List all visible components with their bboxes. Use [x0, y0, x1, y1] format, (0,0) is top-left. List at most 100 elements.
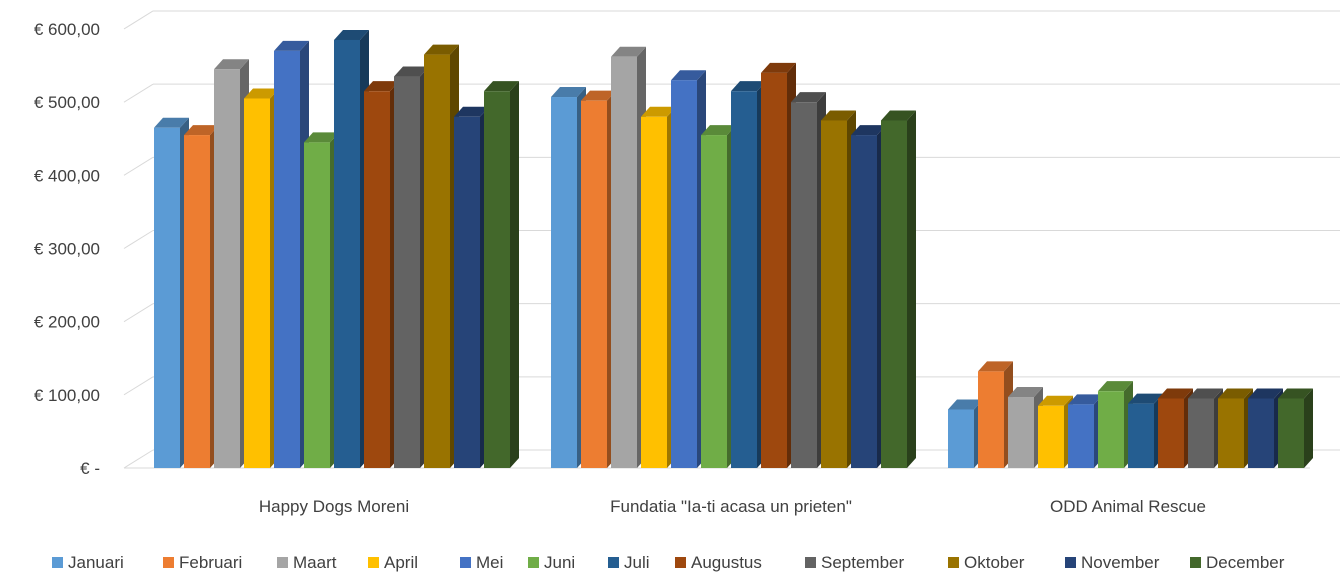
bar-front: [1128, 403, 1154, 468]
legend-item-januari: Januari: [52, 553, 124, 572]
bar-front: [364, 91, 390, 468]
bar-oktober-1: [424, 44, 459, 468]
bar-top: [1278, 388, 1313, 399]
y-tick-label: € 400,00: [34, 166, 100, 185]
bar-september-3: [1188, 388, 1223, 468]
bar-front: [881, 120, 907, 468]
bar-top: [304, 132, 339, 143]
bar-juli-2: [731, 81, 766, 468]
legend-swatch: [1065, 557, 1076, 568]
legend: Januari Februari Maart April Mei Juni Juli Augu…: [52, 553, 1285, 572]
bar-top: [1128, 393, 1163, 404]
legend-label: Juni: [544, 553, 575, 572]
bar-front: [1158, 398, 1184, 468]
bar-front: [791, 102, 817, 469]
bar-top: [821, 110, 856, 121]
bar-top: [484, 81, 519, 92]
bar-top: [244, 88, 279, 99]
bar-maart-3: [1008, 387, 1043, 468]
legend-label: Oktober: [964, 553, 1025, 572]
bar-front: [581, 100, 607, 469]
bar-december-3: [1278, 388, 1313, 468]
bar-front: [851, 135, 877, 468]
bar-front: [454, 116, 480, 468]
bar-mei-2: [671, 70, 706, 468]
bar-top: [948, 399, 983, 410]
bar-front: [1008, 397, 1034, 468]
bar-top: [454, 106, 489, 117]
bar-top: [761, 62, 796, 73]
bar-september-1: [394, 66, 429, 468]
bar-front: [978, 371, 1004, 468]
bar-front: [274, 50, 300, 468]
gridline-connector: [123, 376, 154, 396]
legend-item-juli: Juli: [608, 553, 650, 572]
legend-swatch: [948, 557, 959, 568]
bar-top: [184, 125, 219, 136]
bar-front: [1248, 398, 1274, 468]
legend-item-mei: Mei: [460, 553, 503, 572]
bar-front: [761, 72, 787, 468]
bar-front: [394, 76, 420, 468]
bar-maart-1: [214, 59, 249, 468]
bar-top: [701, 125, 736, 136]
bar-front: [731, 91, 757, 468]
bar-december-1: [484, 81, 519, 468]
bar-augustus-2: [761, 62, 796, 469]
bar-juli-1: [334, 29, 369, 468]
bar-front: [304, 142, 330, 468]
bar-front: [244, 98, 270, 468]
legend-item-augustus: Augustus: [675, 553, 762, 572]
bar-top: [641, 106, 676, 117]
bar-front: [948, 409, 974, 468]
category-label: ODD Animal Rescue: [1050, 497, 1206, 516]
bar-september-2: [791, 92, 826, 469]
y-tick-label: € 100,00: [34, 386, 100, 405]
legend-swatch: [608, 557, 619, 568]
legend-swatch: [805, 557, 816, 568]
bar-juni-2: [701, 125, 736, 468]
legend-label: Maart: [293, 553, 337, 572]
bar-april-2: [641, 106, 676, 468]
x-axis-categories: Happy Dogs Moreni Fundatia "Ia-ti acasa u…: [259, 497, 1206, 516]
bar-top: [1038, 395, 1073, 406]
bar-front: [184, 135, 210, 468]
category-label: Fundatia "Ia-ti acasa un prieten": [610, 497, 852, 516]
bar-front: [424, 54, 450, 468]
bar-top: [334, 29, 369, 40]
bar-oktober-3: [1218, 388, 1253, 468]
gridline-connector: [123, 303, 154, 323]
legend-swatch: [368, 557, 379, 568]
bar-top: [1188, 388, 1223, 399]
legend-label: November: [1081, 553, 1160, 572]
gridline-connector: [123, 10, 154, 30]
bars: [154, 29, 1313, 469]
bar-top: [791, 92, 826, 103]
bar-april-1: [244, 88, 279, 468]
bar-front: [821, 120, 847, 468]
bar-januari-2: [551, 87, 586, 468]
bar-top: [214, 59, 249, 70]
bar-front: [671, 80, 697, 468]
legend-label: Januari: [68, 553, 124, 572]
gridline-connector: [123, 156, 154, 176]
legend-item-februari: Februari: [163, 553, 242, 572]
bar-top: [154, 117, 189, 128]
y-tick-label: € 200,00: [34, 313, 100, 332]
legend-item-juni: Juni: [528, 553, 575, 572]
bar-top: [671, 70, 706, 81]
legend-swatch: [163, 557, 174, 568]
bar-front: [1188, 398, 1214, 468]
legend-label: Februari: [179, 553, 242, 572]
legend-swatch: [1190, 557, 1201, 568]
gridline-connector: [123, 83, 154, 103]
bar-november-3: [1248, 388, 1283, 468]
bar-front: [1068, 404, 1094, 468]
bar-top: [1098, 381, 1133, 392]
legend-item-december: December: [1190, 553, 1285, 572]
bar-front: [1218, 398, 1244, 468]
legend-item-oktober: Oktober: [948, 553, 1025, 572]
y-axis-ticks: € - € 100,00 € 200,00 € 300,00 € 400,00 € 500…: [34, 20, 100, 478]
legend-swatch: [528, 557, 539, 568]
